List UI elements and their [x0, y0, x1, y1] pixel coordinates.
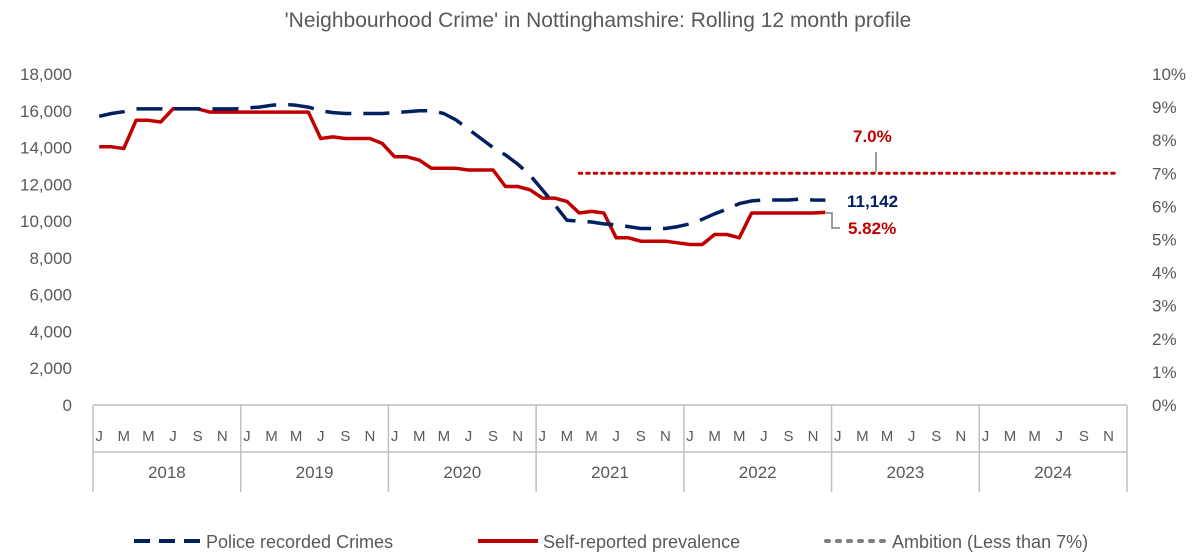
x-tick-label: M: [1028, 428, 1041, 445]
x-tick-label: N: [955, 428, 966, 445]
y-left-tick-label: 2,000: [29, 359, 72, 378]
x-tick-label: J: [1056, 428, 1064, 445]
series-lines: [98, 102, 1121, 247]
x-tick-label: M: [856, 428, 869, 445]
y-right-tick-label: 1%: [1152, 363, 1177, 382]
y-right-tick-label: 8%: [1152, 131, 1177, 150]
x-tick-label: J: [465, 428, 473, 445]
y-left-tick-label: 12,000: [20, 175, 72, 194]
y-right-tick-label: 3%: [1152, 297, 1177, 316]
prevalence-last-value-label: 5.82%: [848, 219, 896, 238]
x-tick-label: M: [438, 428, 451, 445]
x-tick-label: J: [243, 428, 251, 445]
y-right-tick-label: 2%: [1152, 330, 1177, 349]
y-left-tick-label: 0: [63, 396, 72, 415]
x-tick-label: S: [636, 428, 646, 445]
x-tick-label: M: [585, 428, 598, 445]
x-tick-label: M: [142, 428, 155, 445]
x-tick-label: J: [539, 428, 547, 445]
x-tick-label: M: [290, 428, 303, 445]
x-tick-label: S: [488, 428, 498, 445]
y-left-tick-label: 16,000: [20, 102, 72, 121]
legend-label-police: Police recorded Crimes: [206, 532, 393, 552]
x-year-label: 2023: [887, 463, 925, 482]
series-prevalence-line: [99, 107, 826, 247]
x-tick-label: M: [118, 428, 131, 445]
prevalence-label-leader: [826, 212, 840, 229]
x-tick-label: J: [95, 428, 103, 445]
x-tick-label: J: [169, 428, 177, 445]
y-left-tick-label: 18,000: [20, 65, 72, 84]
x-tick-label: J: [982, 428, 990, 445]
y-left-tick-label: 8,000: [29, 249, 72, 268]
x-tick-label: J: [317, 428, 325, 445]
x-tick-label: N: [512, 428, 523, 445]
legend-item-police: Police recorded Crimes: [134, 532, 393, 552]
x-year-label: 2020: [443, 463, 481, 482]
police-last-value-label: 11,142: [847, 192, 898, 211]
y-left-tick-label: 14,000: [20, 139, 72, 158]
annotations: 7.0% 11,142 5.82%: [826, 127, 898, 238]
series-police-line: [98, 102, 826, 231]
x-tick-label: J: [686, 428, 694, 445]
ambition-value-label: 7.0%: [853, 127, 892, 146]
legend-label-prevalence: Self-reported prevalence: [543, 532, 740, 552]
x-tick-label: S: [783, 428, 793, 445]
legend: Police recorded Crimes Self-reported pre…: [134, 532, 1088, 552]
x-tick-label: S: [340, 428, 350, 445]
x-tick-label: N: [808, 428, 819, 445]
x-tick-label: J: [760, 428, 768, 445]
x-tick-label: N: [365, 428, 376, 445]
x-year-label: 2021: [591, 463, 629, 482]
y-left-tick-label: 6,000: [29, 286, 72, 305]
x-tick-label: J: [908, 428, 916, 445]
y-right-tick-label: 7%: [1152, 164, 1177, 183]
x-tick-label: N: [217, 428, 228, 445]
x-year-label: 2024: [1034, 463, 1072, 482]
x-tick-label: J: [391, 428, 399, 445]
legend-item-ambition: Ambition (Less than 7%): [824, 532, 1088, 552]
y-right-tick-label: 6%: [1152, 197, 1177, 216]
x-tick-label: N: [1103, 428, 1114, 445]
x-year-label: 2019: [296, 463, 334, 482]
y-left-tick-label: 10,000: [20, 212, 72, 231]
x-tick-label: M: [708, 428, 721, 445]
chart-title: 'Neighbourhood Crime' in Nottinghamshire…: [285, 9, 912, 32]
x-tick-label: M: [265, 428, 278, 445]
x-tick-label: S: [1079, 428, 1089, 445]
x-tick-label: M: [1004, 428, 1017, 445]
x-year-label: 2018: [148, 463, 186, 482]
y-left-tick-label: 4,000: [29, 322, 72, 341]
y-right-tick-label: 0%: [1152, 396, 1177, 415]
x-tick-label: S: [931, 428, 941, 445]
x-tick-label: S: [193, 428, 203, 445]
x-year-label: 2022: [739, 463, 777, 482]
x-tick-label: J: [612, 428, 620, 445]
x-tick-label: M: [413, 428, 426, 445]
x-tick-label: M: [561, 428, 574, 445]
y-right-tick-label: 9%: [1152, 98, 1177, 117]
y-right-tick-label: 5%: [1152, 231, 1177, 250]
legend-item-prevalence: Self-reported prevalence: [478, 532, 740, 552]
x-tick-label: M: [881, 428, 894, 445]
x-tick-label: J: [834, 428, 842, 445]
legend-label-ambition: Ambition (Less than 7%): [892, 532, 1088, 552]
x-tick-label: N: [660, 428, 671, 445]
y-right-tick-label: 4%: [1152, 264, 1177, 283]
x-tick-label: M: [733, 428, 746, 445]
y-right-tick-label: 10%: [1152, 65, 1186, 84]
